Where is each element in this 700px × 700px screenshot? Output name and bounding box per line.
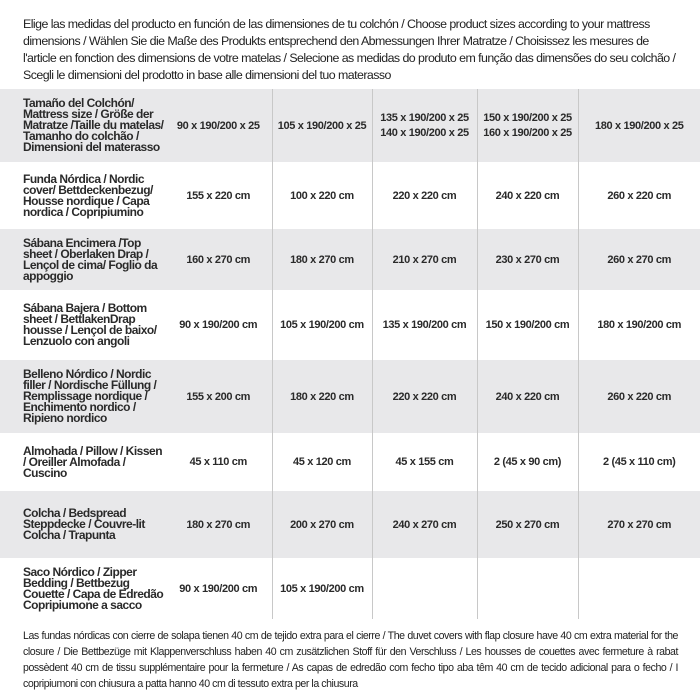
size-cell: 90 x 190/200 cm [179,319,258,331]
size-cell [577,558,700,619]
size-cell: 45 x 155 cm [371,433,477,491]
row-label: Almohada / Pillow / Kissen / Oreiller Al… [23,443,163,480]
size-cell [371,558,477,619]
table-row: Sábana Encimera /Top sheet / Oberlaken D… [0,229,700,290]
size-cell [476,558,578,619]
size-cell: 180 x 220 cm [271,360,372,433]
size-cell: 180 x 270 cm [271,229,372,290]
size-cell: 150 x 190/200 cm [476,290,578,360]
size-cell: 90 x 190/200 cm [179,582,258,595]
size-cell: 270 x 270 cm [577,491,700,558]
row-label: Funda Nórdica / Nordic cover/ Bettdecken… [23,171,153,219]
table-row: Colcha / Bedspread Steppdecke / Couvre-l… [0,491,700,558]
row-label: Saco Nórdico / Zipper Bedding / Bettbezu… [23,564,164,612]
header-label: Tamaño del Colchón/ Mattress size / Größ… [0,89,165,162]
size-cell: 160 x 270 cm [165,229,272,290]
size-table: Tamaño del Colchón/ Mattress size / Größ… [0,89,700,619]
table-row: Saco Nórdico / Zipper Bedding / Bettbezu… [0,558,700,619]
row-label: Sábana Bajera / Bottom sheet / Bettlaken… [23,301,157,348]
table-row: Funda Nórdica / Nordic cover/ Bettdecken… [0,162,700,229]
size-cell: 250 x 270 cm [476,491,578,558]
size-cell: 210 x 270 cm [371,229,477,290]
size-cell: 230 x 270 cm [476,229,578,290]
size-cell: 260 x 220 cm [577,162,700,229]
intro-text: Elige las medidas del producto en funció… [23,17,676,82]
size-cell: 105 x 190/200 cm [271,290,372,360]
size-cell: 45 x 120 cm [271,433,372,491]
header-size-line: 135 x 190/200 x 25 [380,111,469,124]
header-size: 180 x 190/200 x 25 [577,89,700,162]
size-cell: 155 x 200 cm [165,360,272,433]
header-size-line: 140 x 190/200 x 25 [380,126,469,139]
size-cell: 220 x 220 cm [371,162,477,229]
table-row: Sábana Bajera / Bottom sheet / Bettlaken… [0,290,700,360]
size-cell: 135 x 190/200 cm [371,290,477,360]
size-cell: 240 x 270 cm [371,491,477,558]
size-cell: 260 x 270 cm [577,229,700,290]
size-cell: 260 x 220 cm [577,360,700,433]
size-cell: 200 x 270 cm [271,491,372,558]
header-size-line: 150 x 190/200 x 25 [483,111,572,124]
header-size-line: 160 x 190/200 x 25 [483,126,572,139]
table-row: Almohada / Pillow / Kissen / Oreiller Al… [0,433,700,491]
row-label: Belleno Nórdico / Nordic filler / Nordis… [0,360,165,433]
header-size: 150 x 190/200 x 25 160 x 190/200 x 25 [476,89,578,162]
table-row: Belleno Nórdico / Nordic filler / Nordis… [0,360,700,433]
footer-note: Las fundas nórdicas con cierre de solapa… [23,630,678,690]
size-cell: 240 x 220 cm [476,360,578,433]
table-header-row: Tamaño del Colchón/ Mattress size / Größ… [0,89,700,162]
size-cell: 220 x 220 cm [371,360,477,433]
size-cell: 2 (45 x 90 cm) [476,433,578,491]
size-cell: 105 x 190/200 cm [271,558,372,619]
size-cell: 2 (45 x 110 cm) [577,433,700,491]
size-cell: 180 x 190/200 cm [577,290,700,360]
size-cell: 155 x 220 cm [186,189,251,202]
size-cell: 45 x 110 cm [189,456,248,468]
header-size: 90 x 190/200 x 25 [165,89,272,162]
row-label: Sábana Encimera /Top sheet / Oberlaken D… [0,229,165,290]
size-cell: 240 x 220 cm [476,162,578,229]
row-label: Colcha / Bedspread Steppdecke / Couvre-l… [0,491,165,558]
header-size: 135 x 190/200 x 25 140 x 190/200 x 25 [371,89,477,162]
header-size: 105 x 190/200 x 25 [271,89,372,162]
size-cell: 100 x 220 cm [271,162,372,229]
size-cell: 180 x 270 cm [165,491,272,558]
